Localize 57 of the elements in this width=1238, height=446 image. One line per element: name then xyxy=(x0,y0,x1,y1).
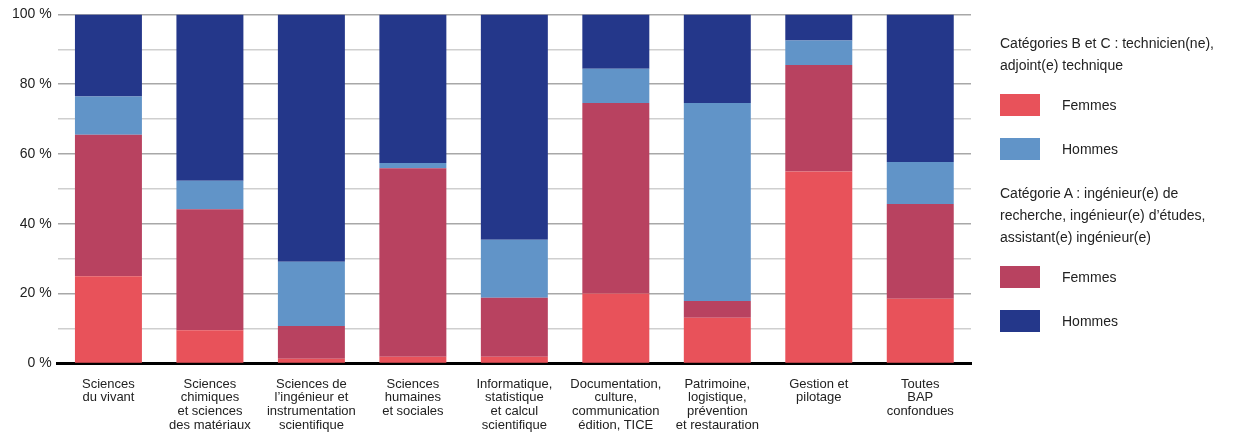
y-tick-label: 80 % xyxy=(19,75,52,92)
bar xyxy=(176,330,244,363)
bar xyxy=(74,14,142,97)
bar xyxy=(277,326,345,359)
bar xyxy=(886,162,954,204)
text: Catégorie A : ingénieur(e) de recherche, ingénieur(e) d’études, assistant(e) ingénieur(e) xyxy=(1000,184,1207,247)
bar xyxy=(886,298,954,363)
bar xyxy=(582,293,650,363)
bar xyxy=(480,14,548,240)
bar xyxy=(379,163,447,169)
bar xyxy=(379,356,447,363)
x-tick-label: Sciences du vivant xyxy=(82,375,136,405)
x-tick-label: Patrimoine, logistique, prévention et restauration xyxy=(675,375,759,432)
bar xyxy=(582,14,650,69)
bar xyxy=(582,68,650,104)
bar xyxy=(176,209,244,331)
bar xyxy=(74,276,142,363)
x-tick-label: Sciences humaines et sociales xyxy=(382,375,445,419)
bar xyxy=(785,14,853,41)
bar xyxy=(886,203,954,299)
y-tick-label: 0 % xyxy=(27,354,52,371)
bar xyxy=(683,14,751,104)
bar xyxy=(480,356,548,363)
bar xyxy=(785,65,853,172)
bar xyxy=(480,297,548,357)
bar xyxy=(379,14,447,164)
bar xyxy=(480,239,548,298)
y-tick-label: 20 % xyxy=(19,284,52,301)
bar xyxy=(886,14,954,163)
text: Catégories B et C : technicien(ne), adjoint(e) technique xyxy=(1000,34,1215,75)
bar xyxy=(277,14,345,262)
x-tick-label: Sciences chimiques et sciences des matériaux xyxy=(169,375,252,432)
legend-label: Femmes xyxy=(1062,269,1117,285)
bar xyxy=(785,40,853,66)
x-tick-label: Toutes BAP confondues xyxy=(886,375,955,419)
bar xyxy=(683,300,751,318)
x-tick-label: Sciences de l’ingénieur et instrumentation scientifique xyxy=(266,375,356,432)
bar xyxy=(277,261,345,327)
x-tick-label: Documentation, culture, communication édition, TICE xyxy=(570,375,662,432)
bar xyxy=(683,103,751,301)
x-tick-label: Gestion et pilotage xyxy=(789,375,849,405)
bar xyxy=(785,171,853,363)
y-tick-label: 40 % xyxy=(19,214,52,231)
y-tick-label: 100 % xyxy=(11,5,52,22)
legend-label: Femmes xyxy=(1062,97,1117,113)
legend-label: Hommes xyxy=(1062,313,1119,329)
x-tick-label: Informatique, statistique et calcul scientifique xyxy=(476,375,553,432)
y-tick-label: 60 % xyxy=(19,144,52,161)
bar xyxy=(277,358,345,363)
bar xyxy=(683,317,751,363)
bar xyxy=(176,180,244,210)
legend-label: Hommes xyxy=(1062,141,1119,157)
bar xyxy=(176,14,244,181)
bar xyxy=(74,96,142,135)
bar xyxy=(379,168,447,357)
bar xyxy=(582,103,650,294)
bar xyxy=(74,134,142,277)
